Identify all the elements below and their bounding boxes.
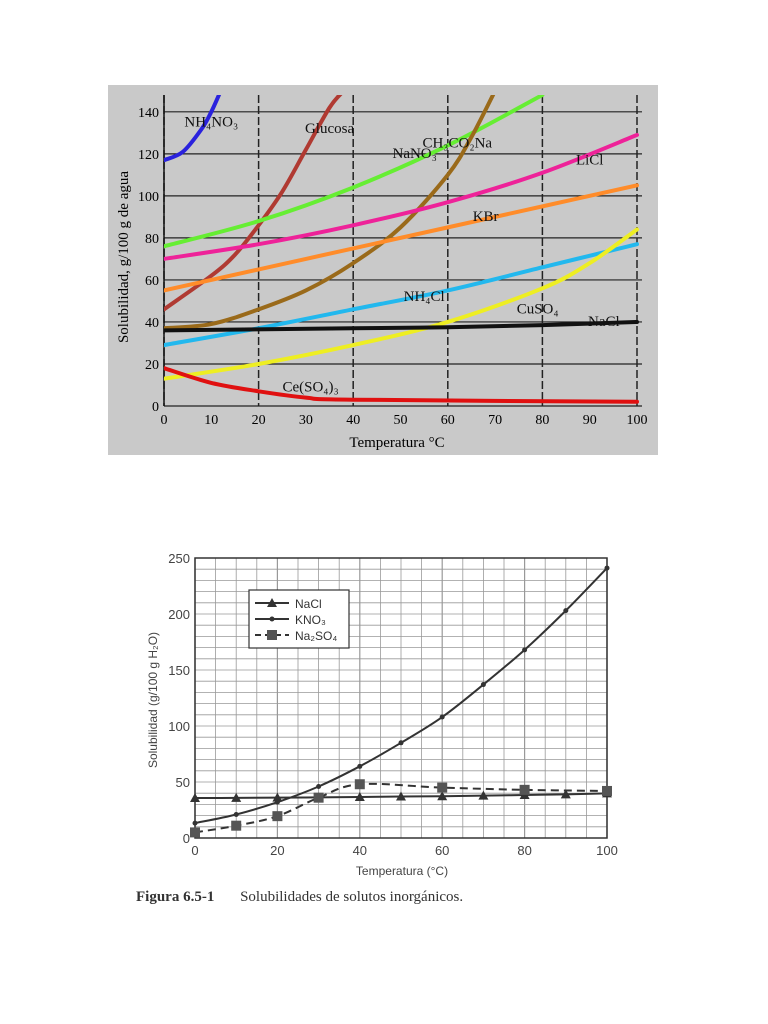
x-tick-label: 40 xyxy=(353,843,367,858)
y-tick-label: 200 xyxy=(168,607,190,622)
figure-number: Figura 6.5-1 xyxy=(136,889,215,905)
x-tick-label: 0 xyxy=(161,413,168,428)
y-tick-label: 120 xyxy=(138,148,159,163)
x-axis-label: Temperatura °C xyxy=(349,435,444,451)
data-point xyxy=(231,820,242,831)
series-label: Glucosa xyxy=(305,121,354,137)
y-tick-label: 150 xyxy=(168,663,190,678)
data-point xyxy=(604,565,610,571)
data-point xyxy=(398,740,404,746)
y-tick-label: 0 xyxy=(152,400,159,415)
legend-label: KNO₃ xyxy=(295,613,326,627)
x-tick-label: 20 xyxy=(252,413,266,428)
series-label: NaCl xyxy=(588,314,620,330)
data-point xyxy=(437,782,448,793)
x-tick-label: 100 xyxy=(596,843,618,858)
data-point xyxy=(274,799,280,805)
series-line xyxy=(164,132,639,261)
data-point xyxy=(354,792,365,802)
series-line xyxy=(164,366,639,404)
series-label: CuSO₄ xyxy=(517,302,559,318)
x-tick-label: 100 xyxy=(627,413,648,428)
data-point xyxy=(354,779,365,790)
data-point xyxy=(233,811,239,817)
plot-frame xyxy=(194,557,608,839)
data-point xyxy=(272,792,283,802)
x-tick-label: 80 xyxy=(535,413,549,428)
y-tick-label: 0 xyxy=(183,831,190,846)
data-point xyxy=(560,789,571,799)
series-label: Ce(SO₄)₃ xyxy=(282,379,338,395)
x-tick-label: 0 xyxy=(191,843,198,858)
data-point xyxy=(522,647,528,653)
series-line xyxy=(164,227,639,381)
legend-label: Na₂SO₄ xyxy=(295,629,337,643)
chart-svg: Solubilidad (g/100 g H₂O) Temperatura (°… xyxy=(146,551,618,878)
x-tick-label: 70 xyxy=(488,413,502,428)
series-label: NH₄NO₃ xyxy=(184,115,238,131)
x-tick-label: 30 xyxy=(299,413,313,428)
x-tick-label: 90 xyxy=(583,413,597,428)
y-tick-label: 40 xyxy=(145,316,159,331)
legend-marker xyxy=(267,630,277,640)
y-tick-label: 140 xyxy=(138,106,159,121)
data-point xyxy=(478,790,489,800)
y-tick-label: 100 xyxy=(138,190,159,205)
series-label: KBr xyxy=(473,209,499,225)
x-tick-label: 40 xyxy=(346,413,360,428)
y-tick-label: 100 xyxy=(168,719,190,734)
y-axis-label: Solubilidad (g/100 g H₂O) xyxy=(146,632,160,768)
y-tick-label: 20 xyxy=(145,358,159,373)
x-tick-label: 60 xyxy=(441,413,455,428)
series-line xyxy=(164,95,545,249)
data-point xyxy=(192,820,198,826)
legend-marker xyxy=(267,598,277,607)
y-tick-label: 80 xyxy=(145,232,159,247)
legend-marker xyxy=(269,616,275,622)
series-label: CH₃CO₂Na xyxy=(422,136,492,152)
data-point xyxy=(190,793,200,803)
data-point xyxy=(357,763,363,769)
figure-caption: Figura 6.5-1 Solubilidades de solutos in… xyxy=(136,889,463,906)
solubility-chart-inorganic: Solubilidad (g/100 g H₂O) Temperatura (°… xyxy=(130,540,630,880)
data-point xyxy=(602,785,612,796)
data-point xyxy=(480,682,486,688)
series-label: NaNO₃ xyxy=(392,146,436,162)
x-tick-label: 10 xyxy=(204,413,218,428)
series-line xyxy=(164,183,639,293)
chart-svg: Solubilidad, g/100 g de agua Temperatura… xyxy=(116,95,648,451)
data-point xyxy=(519,784,530,795)
y-tick-label: 250 xyxy=(168,551,190,566)
x-tick-label: 20 xyxy=(270,843,284,858)
data-point xyxy=(313,792,324,803)
x-tick-label: 60 xyxy=(435,843,449,858)
data-point xyxy=(231,792,242,802)
data-point xyxy=(439,714,445,720)
series-line xyxy=(164,95,343,312)
series-line xyxy=(164,319,639,333)
y-axis-label: Solubilidad, g/100 g de agua xyxy=(116,171,132,343)
series-line xyxy=(164,95,222,163)
data-point xyxy=(190,827,200,838)
y-tick-label: 50 xyxy=(176,775,190,790)
series-label: NH₄Cl xyxy=(404,289,445,305)
solubility-chart-colored: Solubilidad, g/100 g de agua Temperatura… xyxy=(108,85,658,455)
series-label: LiCl xyxy=(576,152,604,168)
legend-label: NaCl xyxy=(295,597,322,611)
x-axis-label: Temperatura (°C) xyxy=(356,864,448,878)
data-point xyxy=(396,791,406,801)
y-tick-label: 60 xyxy=(145,274,159,289)
data-point xyxy=(316,783,322,789)
figure-caption-text: Solubilidades de solutos inorgánicos. xyxy=(240,889,464,905)
data-point xyxy=(563,608,569,614)
x-tick-label: 50 xyxy=(394,413,408,428)
series-line xyxy=(164,95,496,331)
data-point xyxy=(272,811,283,822)
data-point xyxy=(437,791,448,801)
x-tick-label: 80 xyxy=(517,843,531,858)
